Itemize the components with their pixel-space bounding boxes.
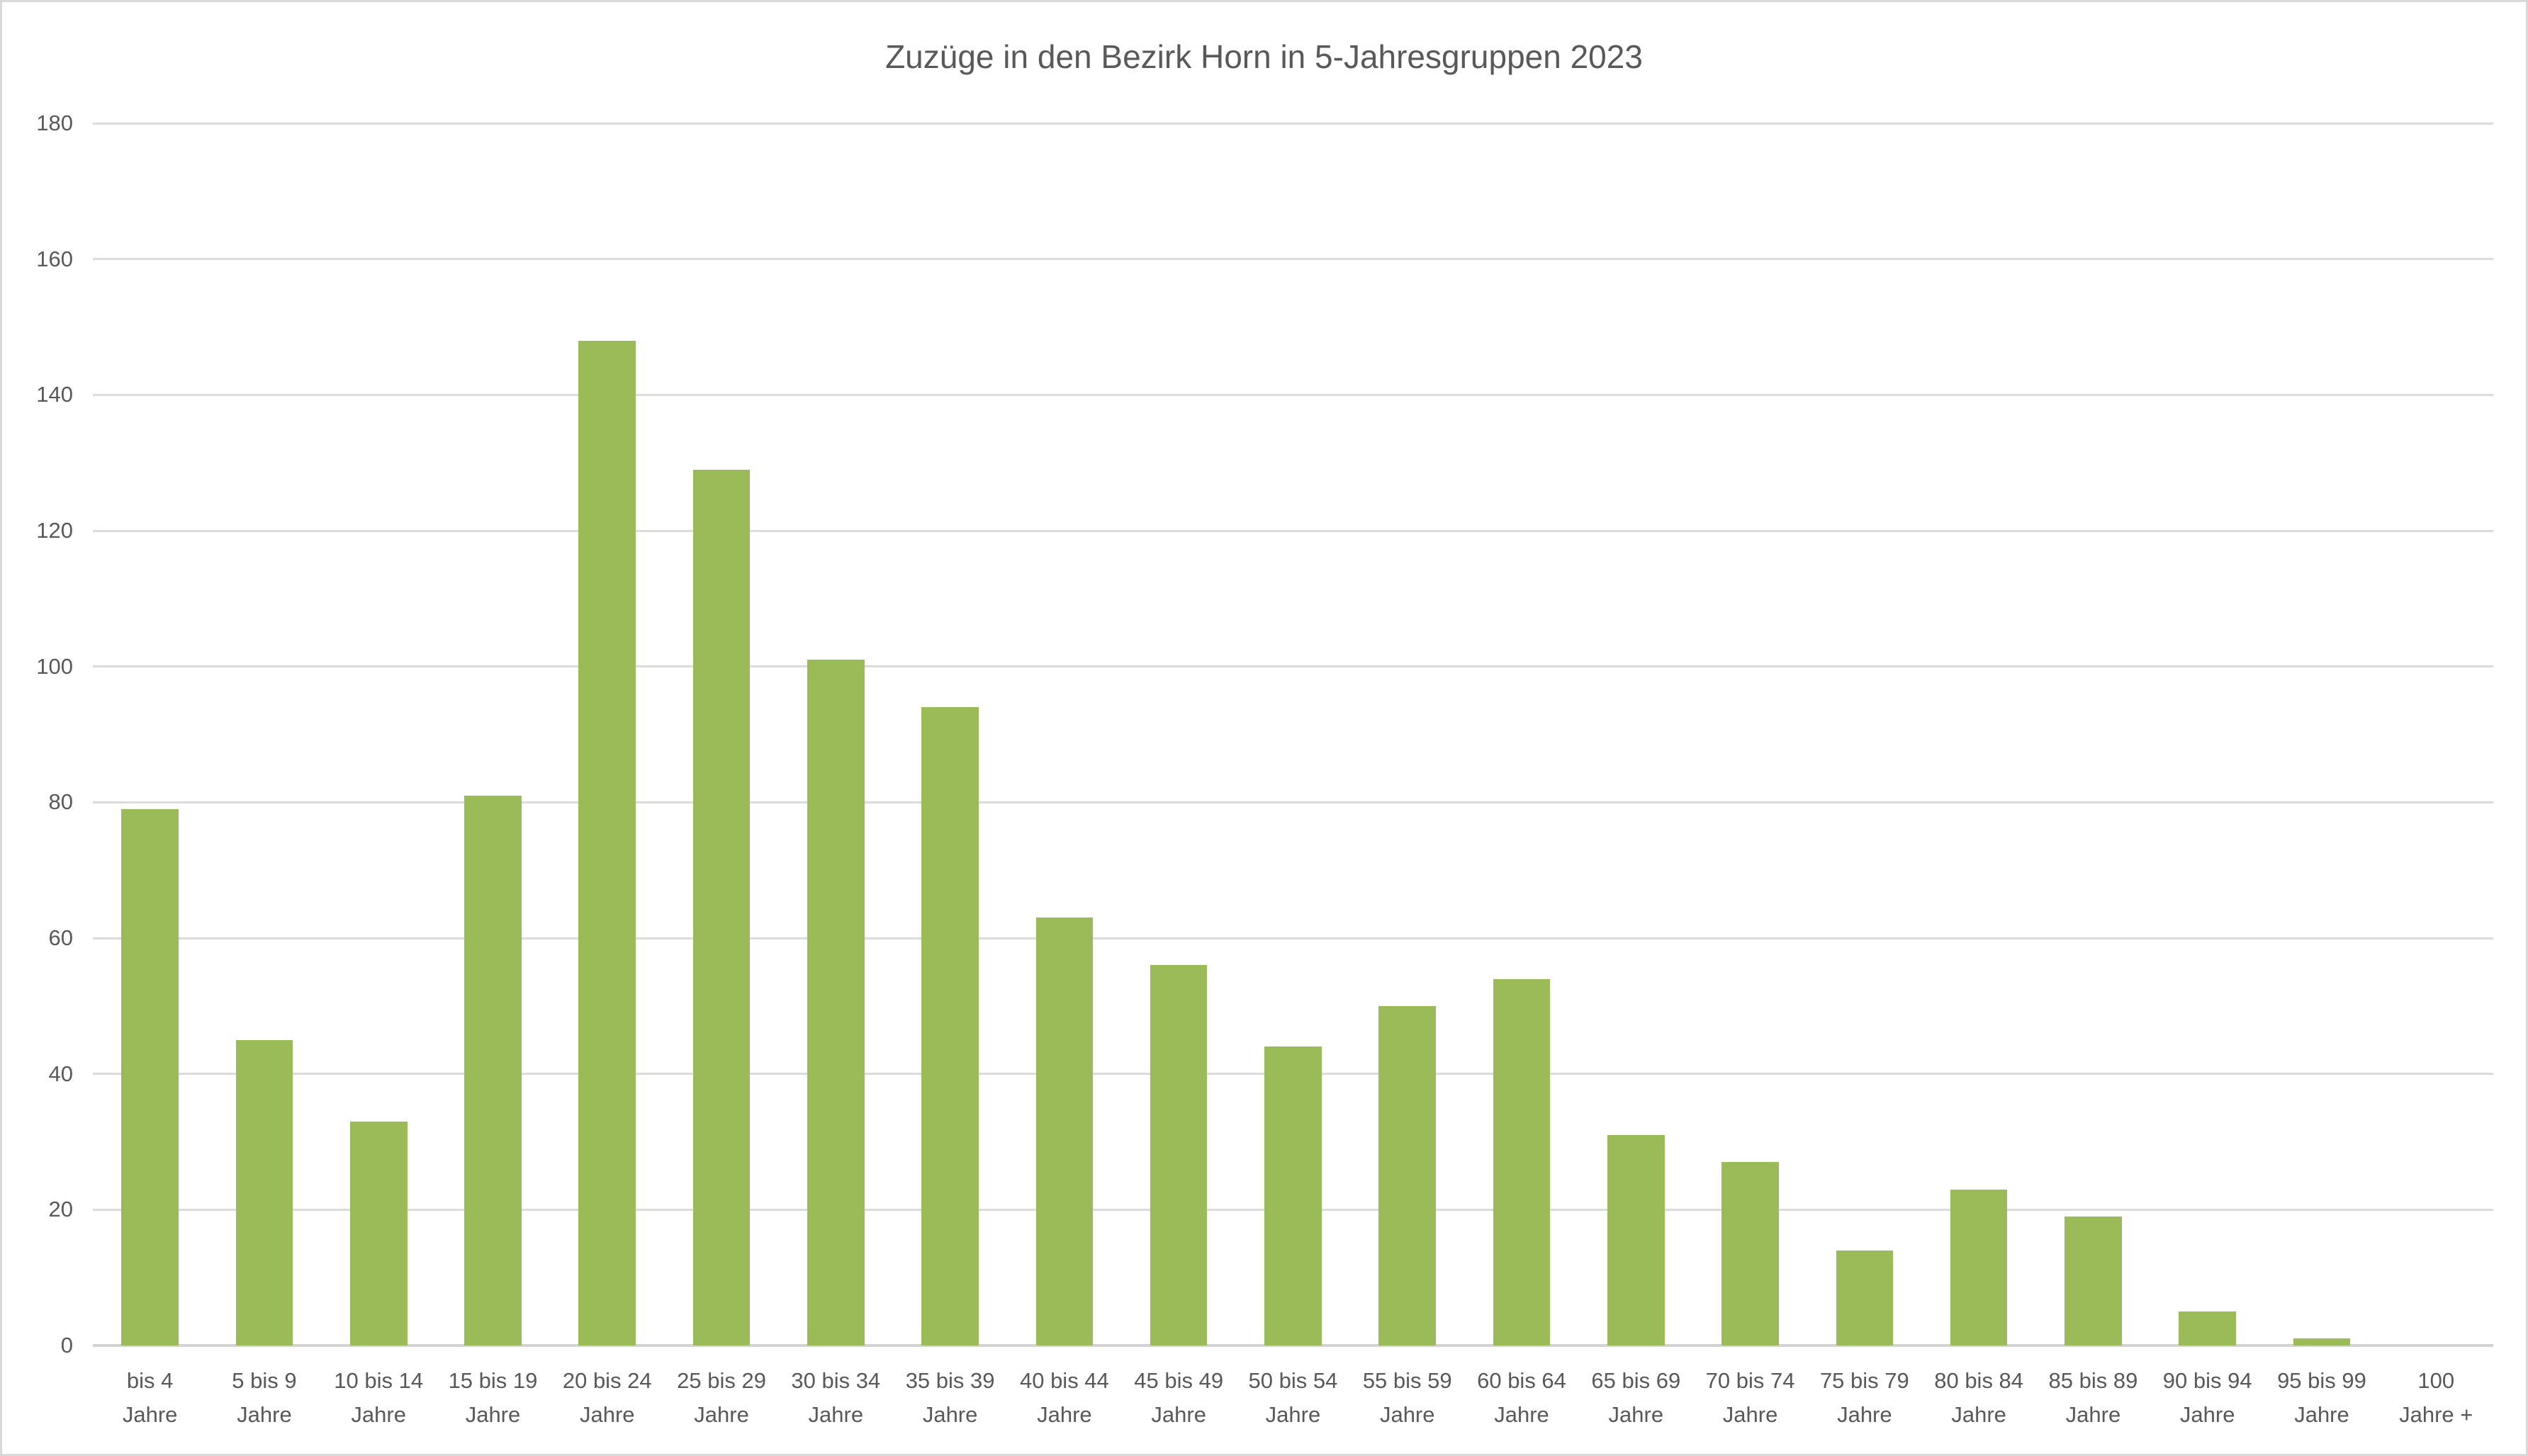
y-axis-tick-label: 80 [48, 789, 73, 815]
x-axis-category-label: 85 bis 89 Jahre [2048, 1368, 2138, 1427]
x-axis-category-label: 45 bis 49 Jahre [1134, 1368, 1224, 1427]
x-axis-category-label: 60 bis 64 Jahre [1477, 1368, 1566, 1427]
bar [2293, 1338, 2351, 1345]
x-axis-category-label: 55 bis 59 Jahre [1362, 1368, 1452, 1427]
gridline [93, 122, 2493, 125]
bar-slot [2150, 123, 2264, 1345]
x-axis-category-label: 70 bis 74 Jahre [1705, 1368, 1795, 1427]
bar-slot [1007, 123, 1121, 1345]
bar [692, 469, 751, 1345]
gridline [93, 937, 2493, 939]
bar-slot [550, 123, 664, 1345]
y-axis-tick-label: 60 [48, 925, 73, 950]
x-axis-category-label: 25 bis 29 Jahre [677, 1368, 766, 1427]
y-axis-tick-label: 40 [48, 1061, 73, 1086]
bar-series [93, 123, 2493, 1345]
y-axis-tick-label: 140 [36, 382, 73, 407]
y-axis-tick-label: 120 [36, 518, 73, 543]
bar-slot [1464, 123, 1578, 1345]
bar-slot [1579, 123, 1693, 1345]
bar-slot [1807, 123, 1921, 1345]
x-axis-category-label: 100 Jahre + [2399, 1368, 2473, 1427]
bar [1836, 1250, 1894, 1345]
x-axis-category-label: 75 bis 79 Jahre [1819, 1368, 1909, 1427]
x-axis-line [93, 1344, 2493, 1347]
bar [2179, 1311, 2237, 1345]
bar-slot [2036, 123, 2150, 1345]
bar-slot [93, 123, 207, 1345]
y-axis-tick-label: 160 [36, 246, 73, 271]
gridline [93, 393, 2493, 396]
bar-slot [1122, 123, 1236, 1345]
bar [1950, 1189, 2008, 1345]
x-axis-category-label: 10 bis 14 Jahre [334, 1368, 424, 1427]
bar-slot [1693, 123, 1807, 1345]
bar [578, 340, 636, 1345]
x-axis-category-label: 95 bis 99 Jahre [2277, 1368, 2366, 1427]
bar [1721, 1162, 1779, 1345]
bar [1035, 918, 1094, 1345]
bar-slot [779, 123, 893, 1345]
bar-slot [2379, 123, 2493, 1345]
bar [1264, 1046, 1322, 1345]
bar-slot [2264, 123, 2378, 1345]
bar [2064, 1216, 2122, 1345]
x-axis-category-label: 50 bis 54 Jahre [1248, 1368, 1338, 1427]
x-axis: bis 4 Jahre 5 bis 9 Jahre 10 bis 14 Jahre 1… [93, 1364, 2493, 1432]
y-axis-tick-label: 100 [36, 653, 73, 679]
x-axis-category-label: 90 bis 94 Jahre [2162, 1368, 2252, 1427]
bar [1150, 965, 1208, 1345]
bar [349, 1121, 408, 1345]
x-axis-category-label: 20 bis 24 Jahre [562, 1368, 652, 1427]
bar [1493, 978, 1551, 1345]
bar [921, 707, 979, 1345]
bar [464, 795, 522, 1345]
x-axis-category-label: 30 bis 34 Jahre [791, 1368, 881, 1427]
bar-slot [1350, 123, 1464, 1345]
y-axis-tick-label: 180 [36, 111, 73, 135]
bar [807, 660, 865, 1345]
bar [1378, 1005, 1437, 1345]
x-axis-category-label: 5 bis 9 Jahre [232, 1368, 297, 1427]
x-axis-category-label: 35 bis 39 Jahre [905, 1368, 995, 1427]
x-axis-category-label: 15 bis 19 Jahre [448, 1368, 538, 1427]
y-axis-tick-label: 20 [48, 1197, 73, 1222]
bar-slot [1236, 123, 1350, 1345]
x-axis-category-label: 65 bis 69 Jahre [1591, 1368, 1681, 1427]
bar [235, 1039, 293, 1345]
bar [1607, 1134, 1665, 1345]
bar-slot [1922, 123, 2036, 1345]
y-axis-tick-label: 0 [60, 1333, 73, 1358]
chart-title: Zuzüge in den Bezirk Horn in 5-Jahresgru… [885, 38, 1643, 75]
gridline [93, 529, 2493, 532]
bar-slot [322, 123, 436, 1345]
gridline [93, 801, 2493, 803]
plot-area [93, 122, 2493, 1347]
bar-slot [436, 123, 550, 1345]
gridline [93, 258, 2493, 261]
x-axis-category-label: 80 bis 84 Jahre [1934, 1368, 2024, 1427]
bar [121, 808, 179, 1345]
bar-slot [893, 123, 1007, 1345]
x-axis-category-label: 40 bis 44 Jahre [1019, 1368, 1109, 1427]
x-axis-category-label: bis 4 Jahre [122, 1368, 178, 1427]
bar-slot [207, 123, 321, 1345]
bar-slot [664, 123, 778, 1345]
gridline [93, 665, 2493, 668]
